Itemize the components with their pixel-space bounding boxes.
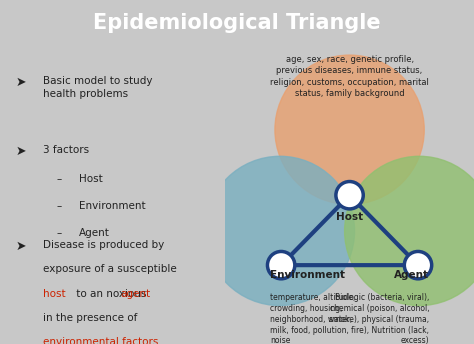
- Text: Environment: Environment: [79, 201, 146, 211]
- Text: in the presence of: in the presence of: [43, 313, 137, 323]
- Text: Agent: Agent: [394, 270, 429, 280]
- Text: ➤: ➤: [16, 240, 26, 253]
- Text: to an noxious: to an noxious: [73, 289, 150, 299]
- Text: Disease is produced by: Disease is produced by: [43, 240, 164, 250]
- Ellipse shape: [345, 156, 474, 305]
- Text: temperature, altitude,
crowding, housing,
neighborhood, water,
milk, food, pollu: temperature, altitude, crowding, housing…: [270, 293, 356, 344]
- Text: Agent: Agent: [79, 228, 109, 238]
- Text: Biologic (bacteria, viral),
chemical (poison, alcohol,
smoke), physical (trauma,: Biologic (bacteria, viral), chemical (po…: [329, 293, 429, 344]
- Text: –: –: [56, 228, 62, 238]
- Ellipse shape: [205, 156, 355, 305]
- Text: Epidemiological Triangle: Epidemiological Triangle: [93, 13, 381, 33]
- Text: agent: agent: [120, 289, 151, 299]
- Text: age, sex, race, genetic profile,
previous diseases, immune status,
religion, cus: age, sex, race, genetic profile, previou…: [270, 55, 429, 98]
- Text: Host: Host: [79, 174, 102, 184]
- Ellipse shape: [267, 251, 295, 279]
- Text: ➤: ➤: [16, 144, 26, 158]
- Text: Environment: Environment: [270, 270, 345, 280]
- Text: Basic model to study
health problems: Basic model to study health problems: [43, 76, 152, 99]
- Text: ➤: ➤: [16, 76, 26, 89]
- Text: –: –: [56, 201, 62, 211]
- Text: Host: Host: [336, 212, 363, 222]
- Ellipse shape: [336, 182, 363, 209]
- Text: 3 factors: 3 factors: [43, 144, 89, 155]
- Text: host: host: [43, 289, 65, 299]
- Text: exposure of a susceptible: exposure of a susceptible: [43, 264, 176, 274]
- Text: –: –: [56, 174, 62, 184]
- Ellipse shape: [404, 251, 432, 279]
- Ellipse shape: [275, 55, 424, 204]
- Text: environmental factors: environmental factors: [43, 337, 158, 344]
